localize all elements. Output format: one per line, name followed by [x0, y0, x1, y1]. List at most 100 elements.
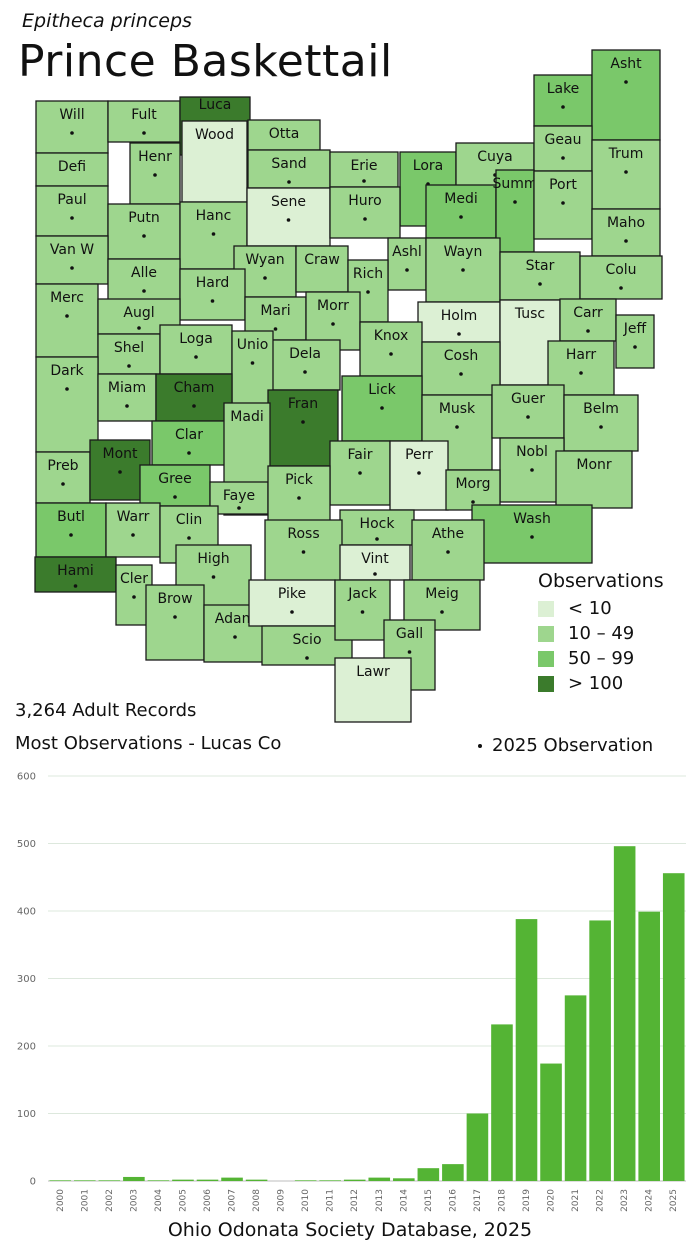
observation-2025-dot: [287, 180, 291, 184]
county-shape: [387, 237, 427, 291]
county-butl: Butl: [35, 502, 107, 558]
county-label: Perr: [405, 447, 433, 463]
y-tick-label: 0: [30, 1177, 36, 1188]
county-jeff: Jeff: [615, 314, 655, 369]
county-sand: Sand: [247, 149, 331, 189]
observation-2025-dot: [407, 650, 412, 654]
observation-2025-dot: [297, 496, 301, 500]
bar-2004: [147, 1180, 170, 1181]
county-label: Mari: [260, 303, 290, 319]
county-wood: Wood: [181, 120, 248, 203]
county-carr: Carr: [559, 298, 617, 342]
observation-2025-dot: [210, 299, 215, 303]
county-label: Faye: [223, 488, 255, 504]
county-label: Will: [59, 107, 84, 123]
county-label: Trum: [608, 146, 644, 162]
county-label: Athe: [432, 526, 464, 542]
observation-2025-dot: [194, 355, 198, 359]
observation-2025-dot: [132, 595, 136, 599]
legend-item: > 100: [538, 671, 664, 696]
map-legend: Observations < 10 10 – 49 50 – 99 > 100: [538, 570, 664, 696]
observation-2025-dot: [373, 572, 377, 576]
county-label: Medi: [444, 191, 477, 207]
observation-2025-dot: [358, 471, 362, 475]
legend-label: 10 – 49: [568, 623, 635, 644]
county-pike: Pike: [248, 579, 336, 627]
bar-2024: [638, 911, 660, 1181]
county-label: Star: [526, 258, 555, 274]
county-shape: [231, 330, 274, 410]
county-label: Pick: [285, 472, 314, 488]
county-monr: Monr: [555, 450, 633, 509]
observation-2025-dot: [125, 404, 129, 408]
observation-2025-dot: [459, 372, 463, 376]
county-shape: [471, 504, 593, 564]
county-paul: Paul: [35, 185, 109, 237]
county-shape: [591, 139, 661, 210]
county-warr: Warr: [105, 502, 161, 558]
observation-2025-dot: [417, 471, 421, 475]
x-tick-label: 2004: [154, 1189, 164, 1212]
observation-2025-dot: [366, 290, 370, 294]
county-shape: [499, 251, 581, 301]
observation-2025-dot: [211, 232, 216, 236]
observation-2025-dot: [273, 327, 278, 331]
county-label: Sene: [271, 194, 306, 210]
county-label: Gall: [396, 626, 423, 642]
observation-2025-dot: [375, 537, 379, 541]
observation-2025-dot: [389, 352, 393, 356]
county-cosh: Cosh: [421, 341, 501, 396]
adult-records-count: 3,264 Adult Records: [15, 700, 197, 721]
county-label: Hanc: [196, 208, 232, 224]
county-label: Knox: [374, 328, 408, 344]
county-label: Alle: [131, 265, 157, 281]
county-label: Otta: [269, 126, 300, 142]
x-tick-label: 2007: [228, 1189, 238, 1212]
county-label: Van W: [50, 242, 94, 258]
y-tick-label: 100: [17, 1109, 36, 1120]
county-label: Lora: [413, 158, 443, 174]
county-label: Wash: [513, 511, 551, 527]
observation-2025-dot: [633, 345, 637, 349]
county-label: Fair: [348, 447, 373, 463]
observation-dot-icon: [478, 744, 482, 748]
county-label: Luca: [199, 97, 232, 113]
legend-swatch: [538, 675, 554, 692]
observation-2025-dot: [73, 584, 78, 588]
legend-item: 10 – 49: [538, 621, 664, 646]
x-tick-label: 2002: [105, 1189, 115, 1212]
observation-2025-dot: [142, 131, 146, 135]
county-label: Ross: [287, 526, 319, 542]
county-shape: [267, 389, 339, 467]
county-label: Cosh: [444, 348, 479, 364]
county-shape: [267, 465, 331, 526]
county-shape: [563, 394, 639, 452]
county-label: Musk: [439, 401, 476, 417]
observation-2025-dot: [380, 406, 384, 410]
county-shape: [139, 464, 211, 507]
county-shape: [334, 657, 412, 723]
county-label: Nobl: [516, 444, 548, 460]
county-shape: [247, 119, 321, 151]
source-footer: Ohio Odonata Society Database, 2025: [167, 1219, 533, 1241]
county-label: Fult: [131, 107, 157, 123]
legend-swatch: [538, 600, 554, 617]
county-label: Henr: [138, 149, 172, 165]
county-label: Cler: [120, 571, 148, 587]
county-label: Port: [549, 177, 577, 193]
x-tick-label: 2005: [178, 1189, 188, 1212]
county-craw: Craw: [295, 245, 349, 293]
observation-2025-dot: [579, 371, 583, 375]
county-label: Carr: [573, 305, 603, 321]
legend-label: > 100: [568, 673, 624, 694]
county-holm: Holm: [417, 301, 501, 343]
county-label: Holm: [441, 308, 478, 324]
x-tick-label: 2019: [522, 1189, 532, 1212]
bar-2018: [491, 1024, 513, 1181]
county-shape: [35, 152, 109, 187]
county-shape: [35, 451, 91, 504]
county-label: Hard: [196, 275, 230, 291]
county-label: Craw: [304, 252, 340, 268]
county-maho: Maho: [591, 208, 661, 257]
county-label: Paul: [57, 192, 86, 208]
